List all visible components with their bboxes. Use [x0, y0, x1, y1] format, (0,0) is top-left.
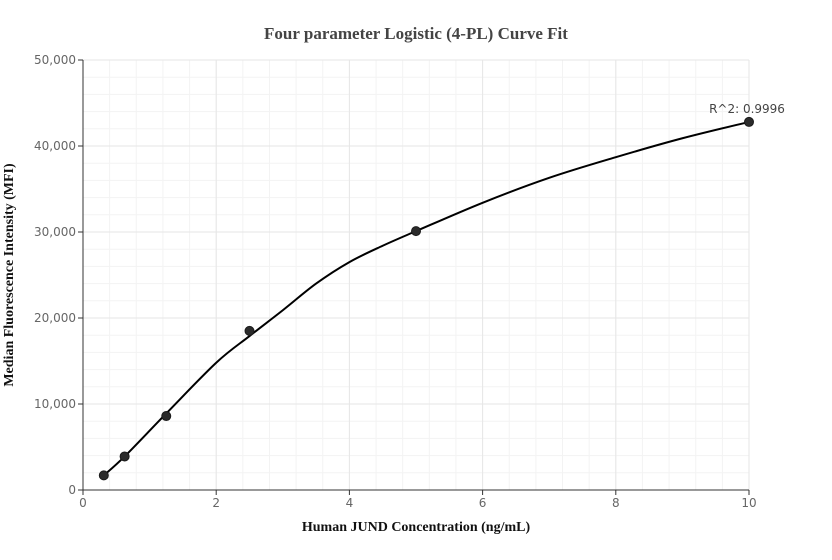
y-tick-label: 30,000: [34, 225, 76, 239]
x-tick-label: 0: [79, 496, 87, 510]
chart-title: Four parameter Logistic (4-PL) Curve Fit: [264, 24, 568, 43]
x-tick-label: 2: [212, 496, 220, 510]
data-point: [744, 116, 754, 127]
y-tick-label: 10,000: [34, 397, 76, 411]
grid: [82, 59, 750, 491]
y-tick-label: 50,000: [34, 53, 76, 67]
x-tick-label: 10: [741, 496, 756, 510]
x-tick-label: 6: [479, 496, 487, 510]
x-axis-title: Human JUND Concentration (ng/mL): [302, 520, 531, 535]
data-point: [119, 451, 130, 462]
x-tick-label: 8: [612, 496, 620, 510]
y-tick-label: 40,000: [34, 139, 76, 153]
y-tick-label: 20,000: [34, 311, 76, 325]
r-squared-annotation: R^2: 0.9996: [709, 102, 785, 116]
y-axis-title: Median Fluorescence Intensity (MFI): [2, 163, 17, 387]
data-point: [244, 325, 255, 336]
y-tick-label: 0: [68, 483, 76, 497]
x-tick-label: 4: [346, 496, 354, 510]
fit-curve: [103, 120, 750, 477]
data-points: [98, 116, 754, 481]
data-point: [411, 226, 421, 237]
data-point: [98, 470, 109, 481]
ticks: 0 2 4 6 8 10 0 10,000 20,000 30,000 40,000 50,000: [34, 53, 757, 510]
axes: [82, 60, 749, 491]
data-point: [161, 411, 172, 422]
